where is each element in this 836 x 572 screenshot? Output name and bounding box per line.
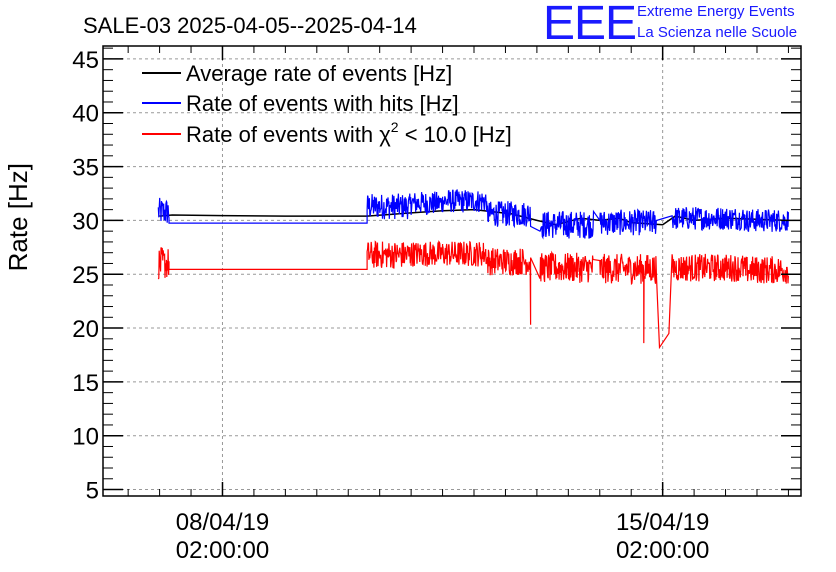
plot-frame — [102, 45, 802, 497]
grid — [103, 46, 801, 496]
eee-logo: EEE — [543, 0, 637, 50]
y-tick-label: 20 — [72, 316, 99, 343]
y-tick-label: 15 — [72, 370, 99, 397]
series-line-chi2 — [157, 240, 789, 350]
x-tick-time: 02:00:00 — [616, 537, 709, 564]
logo-line-1: Extreme Energy Events — [637, 3, 795, 20]
x-tick-date: 15/04/19 — [616, 509, 709, 536]
y-tick-label: 10 — [72, 424, 99, 451]
legend-label-average: Average rate of events [Hz] — [186, 61, 452, 86]
y-axis-label: Rate [Hz] — [3, 163, 33, 271]
series-line-hits — [157, 189, 789, 240]
logo-line-2: La Scienza nelle Scuole — [637, 24, 798, 41]
y-tick-label: 30 — [72, 208, 99, 235]
y-tick-label: 45 — [72, 47, 99, 74]
y-tick-label: 5 — [86, 478, 99, 505]
legend-label-hits: Rate of events with hits [Hz] — [186, 91, 459, 116]
x-tick-date: 08/04/19 — [176, 509, 269, 536]
series-layer — [157, 189, 789, 350]
y-tick-label: 40 — [72, 101, 99, 128]
y-tick-label: 35 — [72, 155, 99, 182]
legend: Average rate of events [Hz] Rate of even… — [142, 61, 512, 147]
x-tick-time: 02:00:00 — [176, 537, 269, 564]
axis-ticks: 5101520253035404508/04/1902:00:0015/04/1… — [72, 46, 801, 564]
chart-title: SALE-03 2025-04-05--2025-04-14 — [83, 13, 417, 38]
legend-label-chi2: Rate of events with χ2 < 10.0 [Hz] — [186, 119, 512, 147]
y-tick-label: 25 — [72, 262, 99, 289]
